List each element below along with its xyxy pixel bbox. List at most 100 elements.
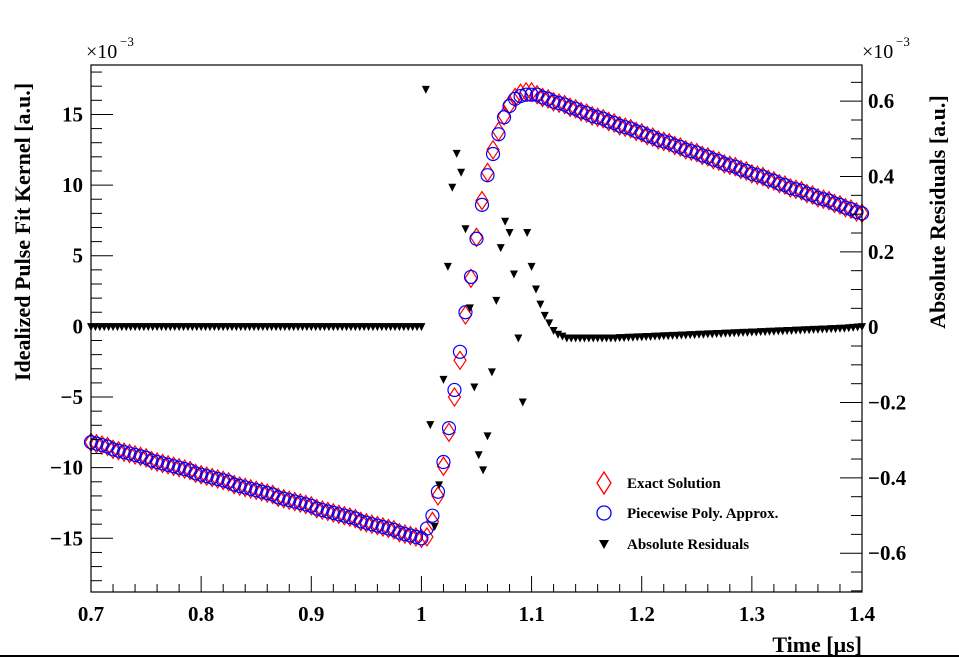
approx-point (326, 505, 341, 520)
exact-solution-point (359, 512, 374, 533)
approx-point (485, 146, 501, 162)
residual-point (430, 522, 439, 531)
residual-point (417, 323, 426, 332)
exact-solution-point (227, 474, 241, 495)
approx-point (188, 466, 203, 481)
approx-point (199, 469, 214, 484)
exact-solution-point (849, 201, 864, 223)
legend-diamond-icon (596, 470, 612, 496)
y-tick-label: −5 (61, 385, 83, 409)
approx-point (364, 517, 379, 532)
residual-point (514, 334, 523, 343)
axes: 0.7 0.8 0.9 1 1.1 1.2 1.3 1.4 −15 −10 −5 0 5 10 15 −0.6… (50, 71, 907, 626)
approx-point (502, 98, 517, 114)
exact-solution-point (106, 439, 120, 460)
exact-solution-point (800, 183, 814, 204)
exact-solution-point (150, 451, 164, 473)
approx-point (309, 501, 324, 516)
residual-point (536, 300, 545, 309)
exact-solution-point (453, 350, 467, 371)
exact-solution-point (491, 121, 506, 142)
y-tick-label: 10 (62, 173, 83, 197)
approx-point (491, 127, 506, 142)
approx-point (227, 477, 242, 492)
residual-point (540, 311, 549, 320)
approx-point (353, 514, 368, 529)
exact-solution-point (277, 488, 291, 509)
approx-point (463, 269, 479, 285)
legend-label-residuals: Absolute Residuals (627, 537, 749, 553)
exact-solution-point (486, 139, 500, 160)
residual-point (487, 368, 496, 377)
approx-point (320, 504, 335, 519)
x-tick-label: 0.7 (78, 602, 104, 626)
exact-solution-point (315, 499, 330, 521)
residual-point (509, 270, 518, 279)
y-multiplier-exponent: −3 (120, 34, 134, 49)
x-tick-label: 1.3 (739, 602, 765, 626)
approx-point (452, 344, 468, 359)
y-tick-label: 0 (73, 314, 84, 338)
residual-point (435, 481, 444, 490)
approx-point (254, 484, 269, 499)
legend-triangle-icon (599, 540, 609, 549)
residual-point (492, 296, 501, 305)
y-tick-label: 15 (62, 102, 83, 126)
exact-solution-point (789, 179, 803, 200)
x-tick-label: 1 (416, 602, 427, 626)
approx-point (370, 518, 385, 533)
approx-point (166, 459, 181, 474)
approx-point (651, 132, 666, 147)
approx-point (111, 443, 126, 458)
exact-solution-point (629, 121, 643, 142)
exact-solution-point (464, 268, 478, 289)
exact-solution-point (563, 97, 577, 118)
approx-point (810, 190, 826, 205)
approx-point (403, 528, 418, 543)
approx-point (271, 490, 286, 505)
approx-point (546, 94, 561, 109)
approx-point (783, 180, 798, 196)
y2-multiplier: ×10 (862, 41, 893, 63)
approx-point (375, 519, 390, 535)
y2-tick-label: −0.2 (868, 391, 906, 415)
approx-point (518, 87, 534, 102)
residual-point (483, 432, 492, 441)
approx-point (849, 204, 864, 220)
y-multiplier: ×10 (86, 41, 117, 63)
approx-point (337, 508, 352, 523)
approx-point (496, 110, 512, 125)
legend: Exact Solution Piecewise Poly. Approx. A… (596, 470, 779, 553)
exact-solution-point (761, 169, 776, 190)
exact-solution-point (144, 450, 159, 471)
exact-solution-point (89, 433, 104, 454)
exact-solution-point (717, 153, 732, 174)
approx-point (232, 478, 247, 494)
residual-point (439, 375, 448, 384)
plot-marks (83, 81, 870, 549)
residual-point (474, 451, 483, 460)
approx-point (392, 525, 407, 540)
exact-solution-point (431, 485, 445, 507)
exact-solution-point (552, 93, 566, 114)
exact-solution-point (745, 163, 759, 184)
exact-solution-point (684, 141, 699, 162)
approx-point (359, 515, 374, 530)
exact-solution-point (392, 522, 407, 543)
residual-point (518, 398, 527, 407)
residual-point (448, 183, 457, 192)
y2-multiplier-exponent: −3 (896, 34, 910, 49)
residual-point (470, 383, 479, 392)
approx-point (331, 507, 346, 522)
approx-point (397, 526, 413, 542)
residual-point (479, 466, 488, 475)
residual-point (531, 285, 540, 294)
exact-solution-point (310, 498, 324, 519)
approx-point (717, 156, 732, 172)
residual-point (443, 262, 452, 271)
exact-solution-point (436, 456, 451, 477)
exact-solution-point (827, 193, 842, 214)
approx-point (89, 436, 104, 451)
exact-solution-point (651, 129, 665, 150)
approx-point (513, 88, 528, 104)
